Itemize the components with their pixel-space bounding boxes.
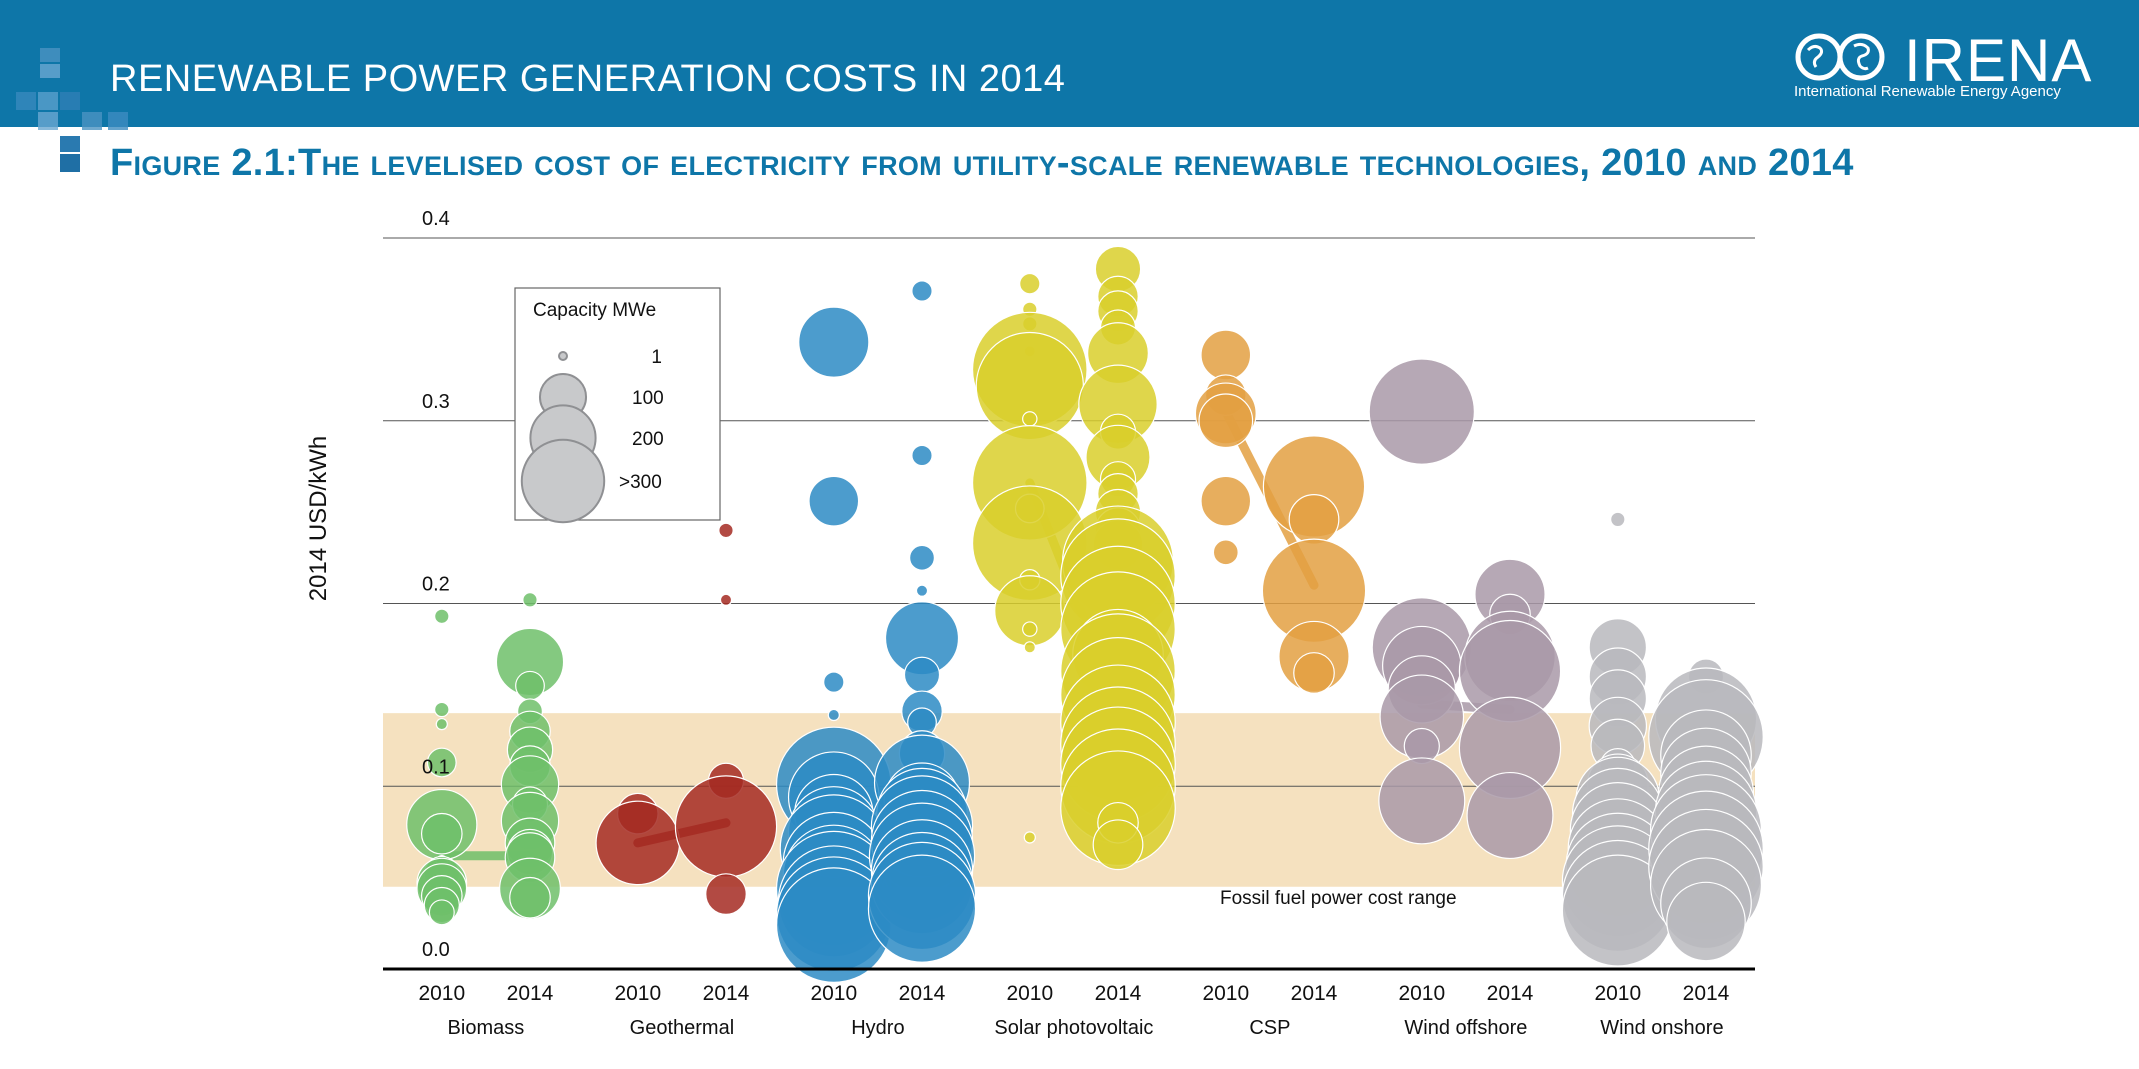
x-year-label: 2014 (1095, 982, 1142, 1005)
data-point (1023, 641, 1036, 654)
legend-marker (520, 438, 606, 524)
data-point (1200, 329, 1252, 381)
x-category-label: Wind offshore (1404, 1017, 1527, 1039)
data-point (1368, 358, 1475, 465)
data-point (1198, 393, 1254, 449)
data-point (705, 873, 747, 915)
x-category-label: Geothermal (630, 1017, 735, 1039)
x-year-label: 2010 (1006, 982, 1053, 1005)
x-category-label: Hydro (851, 1017, 904, 1039)
data-point (718, 522, 734, 539)
data-point (434, 608, 450, 625)
data-point (909, 544, 935, 571)
data-point (1293, 652, 1335, 694)
data-point (522, 592, 538, 608)
data-point (1288, 494, 1340, 545)
data-point (509, 876, 551, 919)
x-year-label: 2010 (1594, 982, 1641, 1005)
data-point (1666, 881, 1746, 962)
data-point (595, 800, 681, 886)
logo-subtitle: International Renewable Energy Agency (1794, 83, 2061, 100)
data-point (1023, 831, 1036, 844)
legend-marker (558, 351, 568, 361)
legend-label: 1 (651, 347, 662, 368)
fossil-band-label: Fossil fuel power cost range (1220, 888, 1457, 909)
x-year-label: 2014 (1291, 982, 1338, 1005)
logo-text: IRENA (1904, 27, 2093, 94)
data-point (827, 708, 840, 722)
y-tick-label: 0.0 (422, 939, 450, 961)
x-year-label: 2014 (507, 982, 554, 1005)
data-point (1200, 475, 1252, 527)
data-point (915, 584, 929, 597)
data-point (1022, 411, 1038, 427)
data-point (674, 775, 778, 878)
legend-label: 200 (632, 429, 664, 450)
globe-logo-icon (1795, 33, 1885, 81)
data-point (911, 280, 933, 302)
y-tick-label: 0.4 (422, 208, 450, 230)
data-point (426, 747, 457, 778)
data-point (1466, 771, 1554, 860)
x-year-label: 2010 (418, 982, 465, 1005)
x-year-label: 2010 (1398, 982, 1445, 1005)
x-category-label: Solar photovoltaic (994, 1017, 1153, 1039)
y-axis-label: 2014 USD/kWh (305, 436, 332, 601)
data-point (1610, 511, 1626, 528)
y-tick-label: 0.3 (422, 391, 450, 413)
decorative-squares (16, 48, 128, 172)
data-point (1212, 539, 1239, 566)
x-year-label: 2014 (1487, 982, 1534, 1005)
x-year-label: 2010 (810, 982, 857, 1005)
header-bar: RENEWABLE POWER GENERATION COSTS IN 2014… (0, 0, 2139, 127)
legend-label: >300 (619, 472, 662, 493)
data-point (1019, 272, 1041, 295)
data-point (428, 899, 455, 926)
x-year-label: 2014 (1683, 982, 1730, 1005)
data-point (823, 671, 845, 693)
figure-title: Figure 2.1:The levelised cost of electri… (110, 142, 1854, 184)
x-category-label: Wind onshore (1600, 1017, 1723, 1039)
data-point (420, 812, 463, 855)
data-point (798, 306, 870, 378)
y-tick-label: 0.1 (422, 756, 450, 778)
y-tick-label: 0.2 (422, 574, 450, 596)
data-point (867, 854, 977, 963)
data-point (1378, 757, 1466, 845)
data-point (1092, 819, 1144, 871)
data-point (808, 475, 860, 527)
data-point (435, 717, 448, 731)
legend-title: Capacity MWe (533, 300, 656, 321)
data-point (719, 593, 733, 606)
x-category-label: CSP (1249, 1017, 1290, 1039)
legend-label: 100 (632, 388, 664, 409)
x-year-label: 2014 (899, 982, 946, 1005)
x-year-label: 2010 (1202, 982, 1249, 1005)
data-point (903, 656, 941, 693)
data-point (911, 444, 933, 467)
x-year-label: 2014 (703, 982, 750, 1005)
x-category-label: Biomass (448, 1017, 525, 1039)
data-point (1022, 621, 1038, 637)
data-point (434, 701, 450, 718)
page-title: RENEWABLE POWER GENERATION COSTS IN 2014 (110, 58, 1066, 100)
data-point (515, 670, 545, 701)
x-year-label: 2010 (614, 982, 661, 1005)
